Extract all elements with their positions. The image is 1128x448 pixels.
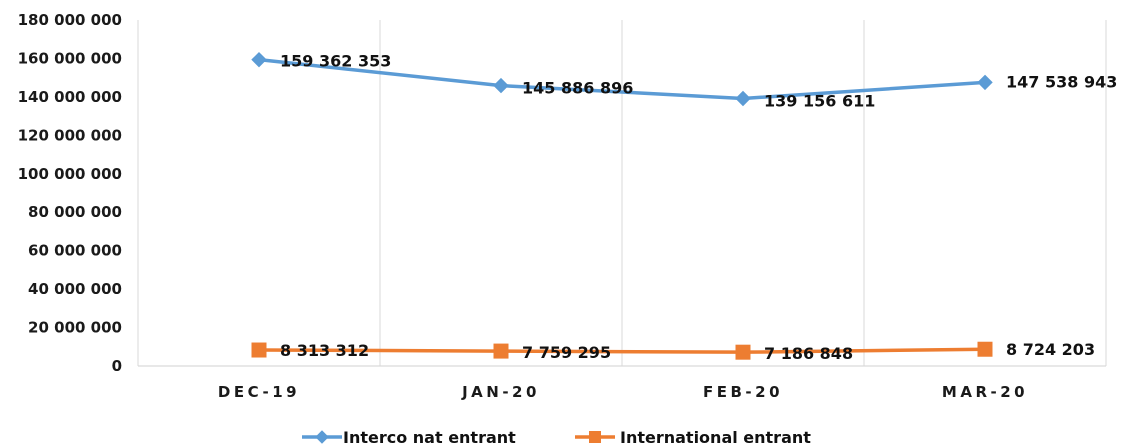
x-tick-label: DEC-19	[218, 383, 300, 401]
y-tick-label: 140 000 000	[18, 88, 122, 106]
data-point	[251, 342, 267, 358]
y-tick-label: 60 000 000	[28, 242, 122, 260]
legend-label: International entrant	[620, 428, 811, 447]
data-label: 147 538 943	[1006, 72, 1117, 91]
data-point	[977, 74, 993, 91]
data-label: 139 156 611	[764, 92, 875, 111]
x-tick-label: FEB-20	[703, 383, 783, 401]
data-label: 159 362 353	[280, 52, 391, 71]
data-label: 8 724 203	[1006, 340, 1095, 359]
data-label: 8 313 312	[280, 341, 369, 360]
data-point	[977, 341, 993, 357]
data-label: 7 759 295	[522, 343, 611, 362]
y-tick-label: 0	[112, 357, 122, 375]
x-tick-label: JAN-20	[461, 383, 540, 401]
y-tick-label: 160 000 000	[18, 49, 122, 67]
series-line	[258, 57, 986, 101]
series-line	[258, 347, 986, 354]
data-label: 145 886 896	[522, 79, 633, 98]
y-tick-label: 80 000 000	[28, 203, 122, 221]
data-point	[315, 430, 329, 444]
data-label: 7 186 848	[764, 344, 853, 363]
y-tick-label: 40 000 000	[28, 280, 122, 298]
legend-label: Interco nat entrant	[343, 428, 516, 447]
data-point	[493, 77, 509, 94]
data-point	[735, 90, 751, 107]
data-point	[735, 344, 751, 360]
y-tick-label: 20 000 000	[28, 319, 122, 337]
y-tick-label: 120 000 000	[18, 126, 122, 144]
y-tick-label: 180 000 000	[18, 11, 122, 29]
x-tick-label: MAR-20	[942, 383, 1028, 401]
y-tick-label: 100 000 000	[18, 165, 122, 183]
data-point	[251, 51, 267, 68]
data-point	[589, 431, 601, 443]
data-point	[493, 343, 509, 359]
